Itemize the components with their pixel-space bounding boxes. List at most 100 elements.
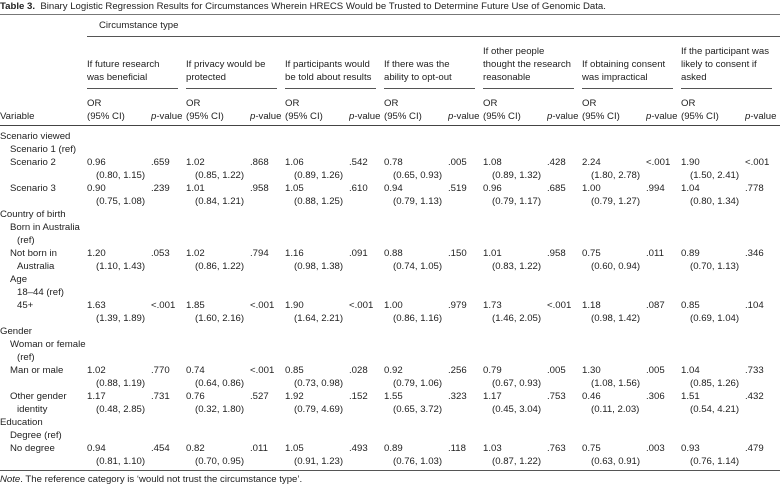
odds-ratio: 1.03 — [483, 443, 502, 454]
or-ci-cell: 1.02 (0.85, 1.22) — [186, 156, 250, 182]
note-text: . The reference category is ‘would not t… — [20, 474, 303, 485]
p-value-header: p-value — [250, 93, 285, 126]
p-value-cell: .005 — [448, 156, 483, 182]
or-ci-cell — [384, 221, 448, 247]
p-value-cell: .011 — [646, 247, 681, 273]
row-label: Degree (ref) — [10, 430, 62, 441]
or-ci-cell — [681, 273, 745, 286]
p-value-cell — [448, 325, 483, 338]
or-ci-cell — [582, 221, 646, 247]
p-value-cell — [646, 273, 681, 286]
confidence-interval: (0.84, 1.21) — [195, 196, 245, 207]
odds-ratio: 0.89 — [681, 248, 700, 259]
odds-ratio: 1.90 — [285, 300, 304, 311]
or-ci-cell: 0.75 (0.63, 0.91) — [582, 442, 646, 471]
or-ci-cell — [582, 325, 646, 338]
p-value: .005 — [547, 365, 566, 376]
p-value: .428 — [547, 157, 566, 168]
or-ci-cell — [285, 126, 349, 144]
p-value: <.001 — [646, 157, 671, 168]
p-value: .731 — [151, 391, 170, 402]
row-label-cell: 45+ — [0, 299, 87, 325]
p-value: .306 — [646, 391, 665, 402]
p-value-cell — [250, 126, 285, 144]
odds-ratio: 0.79 — [483, 365, 502, 376]
p-value: .958 — [547, 248, 566, 259]
p-suffix: -value — [552, 111, 579, 122]
row-label: 18–44 (ref) — [17, 287, 64, 298]
or-ci-cell — [681, 208, 745, 221]
p-value: .053 — [151, 248, 170, 259]
p-value-cell: .256 — [448, 364, 483, 390]
row-label-cell: 18–44 (ref) — [0, 286, 87, 299]
p-value: <.001 — [547, 300, 572, 311]
p-value-header: p-value — [646, 93, 681, 126]
p-italic: p — [646, 111, 652, 122]
row-label: Scenario viewed — [0, 131, 71, 142]
p-suffix: -value — [750, 111, 777, 122]
p-value-cell — [250, 273, 285, 286]
or-ci-cell — [483, 416, 547, 429]
or-ci-cell — [483, 273, 547, 286]
odds-ratio: 0.94 — [384, 183, 403, 194]
p-value-cell — [547, 286, 582, 299]
odds-ratio: 0.76 — [186, 391, 205, 402]
p-value: .958 — [250, 183, 269, 194]
or-ci-cell — [87, 126, 151, 144]
or-ci-header: OR (95% CI) — [681, 93, 745, 126]
or-ci-cell: 1.20 (1.10, 1.43) — [87, 247, 151, 273]
p-value-cell — [151, 221, 186, 247]
p-value-header: p-value — [349, 93, 384, 126]
row-label-cell: No degree — [0, 442, 87, 471]
group-header-label: If participants would be told about resu… — [285, 58, 376, 89]
or-ci-cell — [384, 286, 448, 299]
odds-ratio: 1.51 — [681, 391, 700, 402]
group-header-label: If privacy would be protected — [186, 58, 277, 89]
or-ci-cell: 1.85 (1.60, 2.16) — [186, 299, 250, 325]
group-header-label: If there was the ability to opt-out — [384, 58, 475, 89]
or-header-line2: (95% CI) — [384, 111, 422, 122]
p-value: .685 — [547, 183, 566, 194]
row-label-cell: Degree (ref) — [0, 429, 87, 442]
p-value-cell: .958 — [250, 182, 285, 208]
table-row: Scenario viewed — [0, 126, 780, 144]
group-header: If obtaining consent was impractical — [582, 37, 681, 94]
p-value-cell: .794 — [250, 247, 285, 273]
odds-ratio: 1.02 — [87, 365, 106, 376]
or-ci-cell: 1.00 (0.79, 1.27) — [582, 182, 646, 208]
table-row: 18–44 (ref) — [0, 286, 780, 299]
p-value-cell — [349, 286, 384, 299]
or-ci-cell: 0.79 (0.67, 0.93) — [483, 364, 547, 390]
p-value: .794 — [250, 248, 269, 259]
p-value-cell — [151, 429, 186, 442]
p-suffix: -value — [651, 111, 678, 122]
p-value-cell: .323 — [448, 390, 483, 416]
p-suffix: -value — [453, 111, 480, 122]
or-ci-cell — [186, 221, 250, 247]
p-value-cell — [745, 338, 780, 364]
odds-ratio: 1.02 — [186, 157, 205, 168]
p-value-header: p-value — [547, 93, 582, 126]
p-value-cell — [349, 126, 384, 144]
p-value: .005 — [646, 365, 665, 376]
or-header-line1: OR — [681, 98, 696, 109]
group-header-label: If the participant was likely to consent… — [681, 45, 773, 89]
p-value-cell: .610 — [349, 182, 384, 208]
p-value-cell: .763 — [547, 442, 582, 471]
odds-ratio: 0.85 — [681, 300, 700, 311]
p-value: .011 — [646, 248, 664, 259]
confidence-interval: (0.74, 1.05) — [393, 261, 443, 272]
odds-ratio: 1.90 — [681, 157, 700, 168]
p-value-cell — [250, 338, 285, 364]
p-value-cell — [151, 338, 186, 364]
or-ci-cell — [285, 143, 349, 156]
or-header-line1: OR — [384, 98, 399, 109]
table-row: Man or male 1.02 (0.88, 1.19) .770 0.74 (0.64… — [0, 364, 780, 390]
confidence-interval: (0.79, 1.27) — [591, 196, 641, 207]
table-caption: Table 3. Binary Logistic Regression Resu… — [0, 0, 780, 13]
or-ci-cell — [285, 286, 349, 299]
or-ci-cell — [384, 429, 448, 442]
confidence-interval: (0.79, 4.69) — [294, 404, 344, 415]
or-ci-cell — [681, 286, 745, 299]
p-value-cell — [745, 143, 780, 156]
